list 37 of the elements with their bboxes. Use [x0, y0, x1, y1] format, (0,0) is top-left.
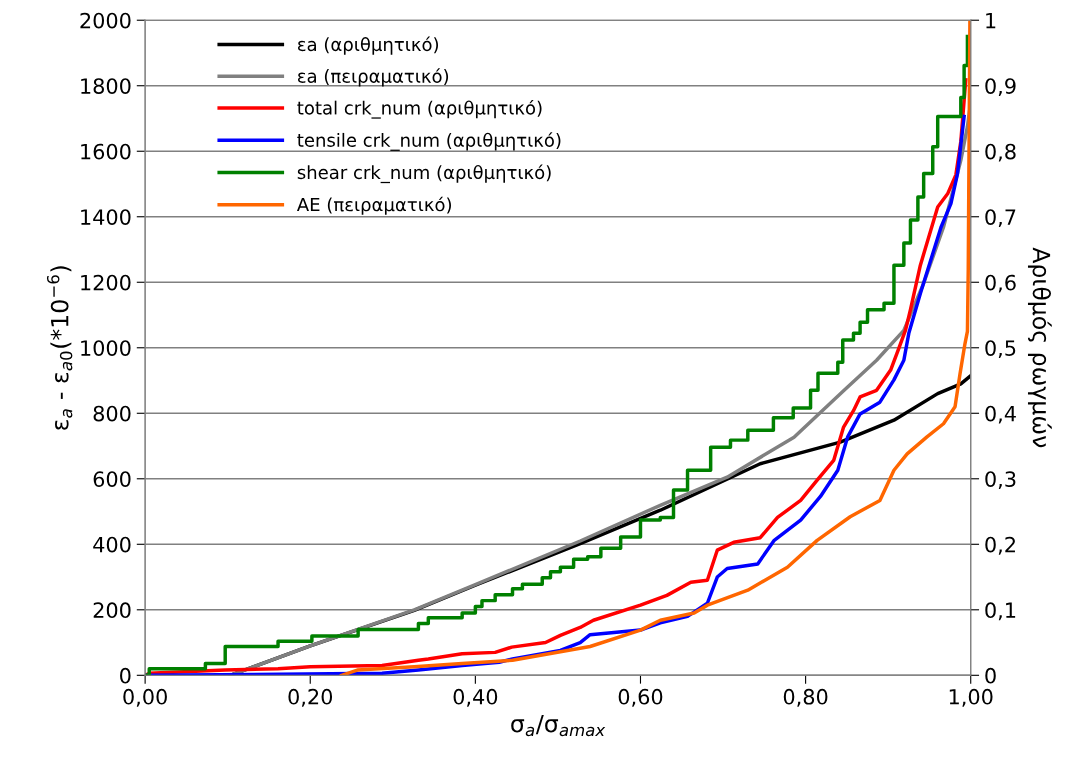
- y-tick-label: 400: [93, 536, 131, 553]
- x-tick-label: 0,80: [783, 688, 828, 707]
- x-tick-label: 0,00: [123, 688, 167, 707]
- y-tick-label: 2000: [80, 12, 131, 29]
- y-tick-label: 1200: [81, 274, 131, 291]
- legend-label: εa (αριθμητικό): [297, 36, 439, 55]
- x-tick-label: 1,00: [949, 688, 993, 707]
- legend-label: total crk_num (αριθμητικό): [297, 99, 542, 119]
- legend-label: shear crk_num (αριθμητικό): [297, 164, 551, 184]
- y-tick-label: 1400: [81, 209, 131, 225]
- legend-label: εa (πειραματικό): [297, 68, 449, 87]
- y-tick-label: 1600: [81, 143, 131, 160]
- y-tick-label: 1000: [81, 340, 131, 356]
- x-tick-label: 0,40: [453, 688, 498, 707]
- y2-tick-label: 1: [986, 12, 996, 29]
- y2-tick-label: 0: [985, 667, 996, 684]
- y2-tick-label: 0,7: [985, 209, 1016, 228]
- y2-tick-label: 0,4: [985, 405, 1016, 424]
- y2-tick-label: 0,2: [985, 536, 1015, 555]
- y-axis-title: ε$_{a}$ - ε$_{a0}$(*10$^{−6}$): [46, 266, 73, 430]
- y-tick-label: 200: [93, 602, 131, 619]
- y-tick-label: 600: [93, 471, 131, 487]
- y2-tick-label: 0,1: [985, 602, 1016, 621]
- y2-tick-label: 0,3: [985, 471, 1016, 490]
- y2-tick-label: 0,5: [985, 340, 1016, 359]
- y2-tick-label: 0,9: [985, 78, 1016, 97]
- y2-tick-label: 0,8: [985, 143, 1016, 162]
- y-tick-label: 800: [93, 405, 131, 422]
- legend-label: AE (πειραματικό): [296, 196, 451, 215]
- x-tick-label: 0,60: [618, 688, 663, 707]
- y-tick-label: 0: [120, 667, 131, 684]
- legend-label: tensile crk_num (αριθμητικό): [297, 132, 561, 151]
- y2-tick-label: 0,6: [985, 274, 1016, 293]
- y-tick-label: 1800: [81, 78, 131, 94]
- x-tick-label: 0,20: [288, 688, 333, 707]
- y2-axis-title: Αριθμός ρωγμών: [1027, 247, 1052, 448]
- x-axis-title: σ$_{a}$/σ$_{amax}$: [511, 714, 606, 737]
